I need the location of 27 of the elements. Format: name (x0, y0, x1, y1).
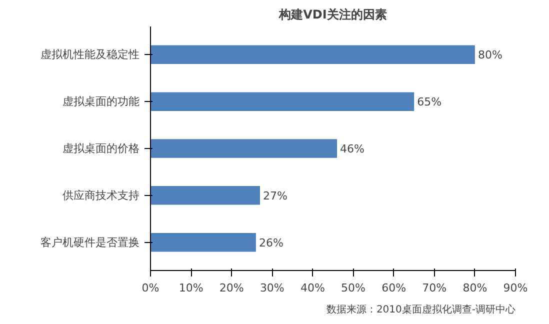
y-tick-label: 虚拟桌面的价格 (62, 142, 140, 155)
x-tick-label: 60% (382, 282, 406, 294)
source-note: 数据来源：2010桌面虚拟化调查-调研中心 (326, 304, 516, 316)
bar (150, 45, 475, 64)
x-tick-label: 10% (178, 282, 204, 294)
data-label: 27% (263, 189, 288, 202)
bar (150, 139, 338, 158)
data-label: 46% (340, 142, 365, 156)
bar (150, 92, 414, 111)
x-tick-label: 30% (260, 282, 284, 294)
x-tick-label: 50% (341, 282, 366, 294)
data-label: 65% (417, 96, 442, 109)
data-label: 26% (258, 236, 284, 250)
y-tick-label: 客户机硬件是否置换 (40, 236, 140, 249)
bar (150, 232, 256, 252)
data-label: 80% (478, 48, 502, 62)
x-tick-label: 70% (422, 282, 447, 294)
y-tick-label: 虚拟桌面的功能 (62, 95, 140, 108)
bar (150, 186, 260, 205)
x-tick-label: 90% (503, 282, 528, 294)
x-tick-label: 40% (300, 282, 325, 294)
y-tick-label: 虚拟机性能及稳定性 (40, 48, 140, 62)
chart-title: 构建VDI关注的因素 (278, 8, 387, 22)
x-tick-label: 80% (462, 282, 488, 294)
x-tick-label: 20% (219, 282, 244, 294)
x-tick-label: 0% (142, 282, 160, 294)
y-tick-label: 供应商技术支持 (62, 188, 140, 202)
